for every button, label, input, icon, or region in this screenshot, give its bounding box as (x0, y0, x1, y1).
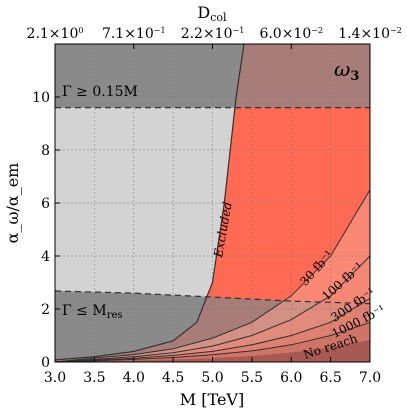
top-axis-title: Dcol (197, 3, 227, 24)
x-tick-label-5: 5.5 (241, 370, 263, 386)
x-tick-label-0: 3.0 (44, 370, 66, 386)
x-tick-label-8: 7.0 (359, 370, 381, 386)
upper-width-label: Γ ≥ 0.15M (62, 84, 138, 100)
reach-line-2 (55, 297, 370, 362)
top-tick-label-2: 2.2×10−1 (181, 26, 245, 42)
x-tick-label-7: 6.5 (319, 370, 341, 386)
y-tick-label-4: 8 (41, 143, 50, 159)
y-tick-label-3: 6 (41, 196, 50, 212)
lower-width-line (55, 290, 370, 305)
reach-line-3 (55, 321, 370, 362)
reach-line-1 (55, 255, 370, 362)
reach-fill-0 (55, 189, 370, 362)
top-tick-label-4: 1.4×10−2 (338, 26, 402, 42)
reach-line-0 (55, 189, 370, 362)
panel-label: ω3 (334, 57, 359, 84)
y-tick-label-5: 10 (32, 90, 50, 106)
x-tick-label-2: 4.0 (123, 370, 145, 386)
top-tick-label-1: 7.1×10−1 (102, 26, 166, 42)
plot-area (55, 44, 370, 362)
y-tick-label-0: 0 (41, 355, 50, 371)
y-tick-label-2: 4 (41, 249, 50, 265)
top-tick-label-0: 2.1×100 (27, 26, 84, 42)
x-tick-label-6: 6.0 (280, 370, 302, 386)
y-axis-title: α_ω/α_em (3, 163, 22, 244)
x-tick-label-1: 3.5 (83, 370, 105, 386)
x-tick-label-3: 4.5 (162, 370, 184, 386)
excluded-boundary-line (55, 44, 245, 361)
x-tick-label-4: 5.0 (201, 370, 223, 386)
y-tick-label-1: 2 (41, 302, 50, 318)
top-tick-label-3: 6.0×10−2 (259, 26, 323, 42)
lower-width-label: Γ ≤ Mres (62, 303, 123, 321)
viable-region (207, 107, 370, 304)
x-axis-title: M [TeV] (180, 390, 244, 409)
axes: 3.0 3.5 4.0 4.5 5.0 5.5 6.0 6.5 7.0 0 2 4 6 8 10 2.1×10… (27, 26, 402, 386)
